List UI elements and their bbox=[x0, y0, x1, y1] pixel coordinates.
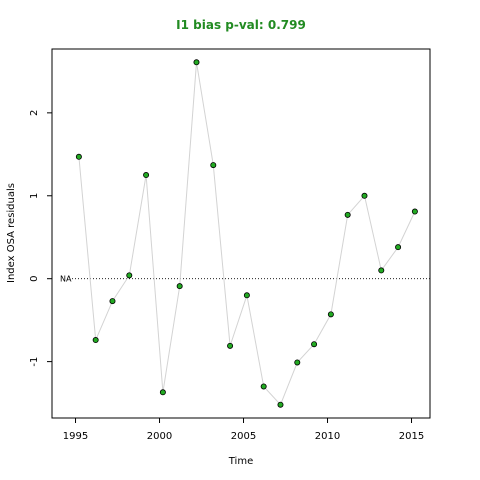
data-point bbox=[395, 244, 402, 251]
data-point bbox=[361, 192, 368, 199]
y-axis-label: Index OSA residuals bbox=[6, 183, 17, 283]
data-point bbox=[311, 341, 318, 348]
data-point bbox=[260, 383, 267, 390]
data-point bbox=[75, 153, 82, 160]
y-tick-label: 0 bbox=[29, 276, 40, 282]
data-point bbox=[109, 298, 116, 305]
x-tick-label: 2005 bbox=[231, 431, 256, 442]
data-point bbox=[378, 267, 385, 274]
data-point bbox=[294, 359, 301, 366]
data-point bbox=[327, 311, 334, 318]
data-point bbox=[193, 59, 200, 66]
plot-frame bbox=[51, 48, 431, 419]
y-tick-label: 1 bbox=[29, 193, 40, 199]
data-point bbox=[344, 211, 351, 218]
reference-line-label: NA bbox=[60, 275, 72, 284]
data-point bbox=[143, 172, 150, 179]
data-point bbox=[227, 342, 234, 349]
data-point bbox=[243, 292, 250, 299]
data-point bbox=[159, 389, 166, 396]
data-point bbox=[210, 162, 217, 169]
x-tick-label: 2015 bbox=[399, 431, 424, 442]
x-tick-label: 2010 bbox=[315, 431, 340, 442]
y-tick-label: -1 bbox=[29, 357, 40, 367]
x-tick-label: 1995 bbox=[63, 431, 88, 442]
data-point bbox=[411, 208, 418, 215]
x-axis-label: Time bbox=[228, 456, 253, 467]
chart-title: I1 bias p-val: 0.799 bbox=[176, 18, 306, 32]
data-point bbox=[277, 401, 284, 408]
data-point bbox=[176, 283, 183, 290]
x-tick-label: 2000 bbox=[147, 431, 172, 442]
series-line bbox=[78, 62, 416, 406]
y-tick-label: 2 bbox=[29, 110, 40, 116]
data-point bbox=[92, 337, 99, 344]
data-point bbox=[126, 272, 133, 279]
